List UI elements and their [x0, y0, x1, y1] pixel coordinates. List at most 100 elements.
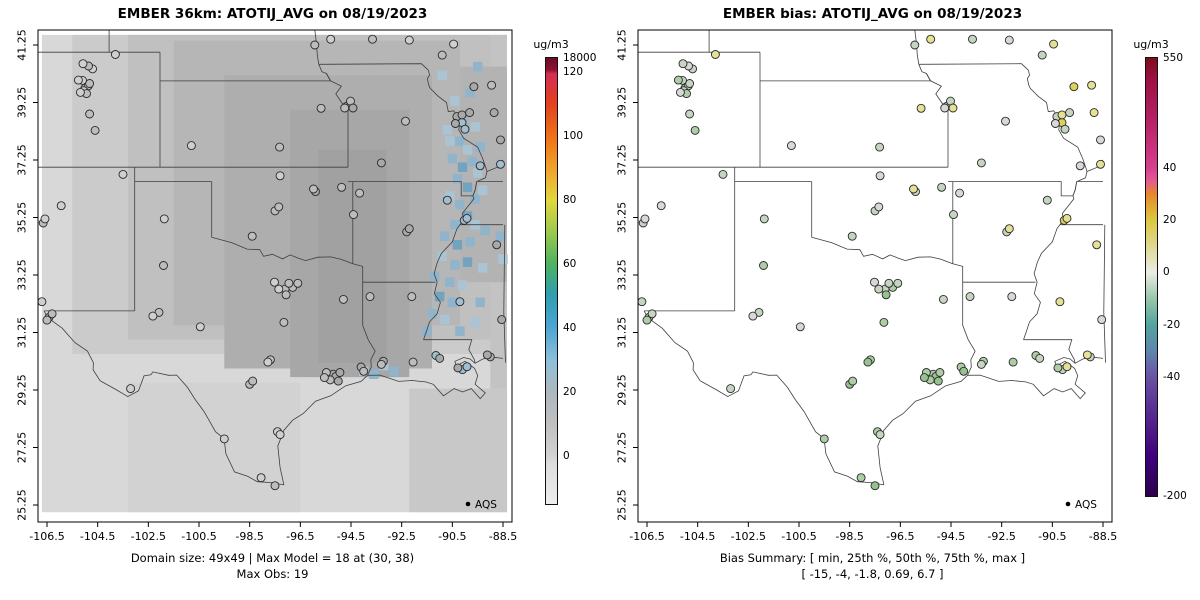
colorbar-tick-label: -200 [1163, 490, 1187, 502]
station-point [465, 108, 475, 118]
station-point [337, 182, 347, 192]
colorbar-unit-label: ug/m3 [1133, 38, 1169, 51]
state-boundary-line [1103, 224, 1106, 363]
model-raster-cell [442, 125, 452, 135]
model-raster-cell [452, 240, 463, 250]
colorbar-tick-label: 550 [1163, 52, 1184, 64]
station-point [938, 294, 948, 304]
station-point [1097, 315, 1107, 325]
model-raster-cell [455, 199, 465, 210]
station-point [881, 290, 891, 300]
station-point [1087, 80, 1097, 90]
y-tick-label: 27.25 [616, 432, 629, 464]
y-tick-label: 29.25 [16, 374, 29, 406]
state-boundary-line [948, 181, 1078, 197]
y-tick-label: 25.25 [616, 489, 629, 521]
x-tick-label: -90.5 [438, 530, 466, 543]
station-point [489, 108, 499, 118]
station-point [916, 103, 926, 113]
colorbar-tick-label: 100 [563, 130, 584, 142]
state-boundary-line [423, 339, 476, 364]
station-point [759, 261, 768, 270]
station-point [1075, 161, 1085, 171]
station-point [349, 210, 358, 220]
station-point [348, 103, 358, 113]
y-tick-label: 39.25 [16, 87, 29, 119]
station-point [1065, 108, 1075, 118]
bias-panel: EMBER bias: ATOTIJ_AVG on 08/19/2023 -10… [600, 0, 1200, 600]
station-point [449, 39, 459, 49]
station-point [819, 434, 829, 444]
model-raster-cell [498, 254, 508, 264]
model-raster-cell [440, 314, 450, 325]
model-raster-region [459, 66, 507, 283]
station-point [690, 125, 700, 135]
station-point [78, 59, 88, 69]
station-point [949, 210, 958, 220]
x-tick-label: -94.5 [937, 530, 965, 543]
station-point [126, 384, 136, 394]
model-raster-cell [457, 280, 468, 290]
station-point [1001, 116, 1010, 126]
model-panel: EMBER 36km: ATOTIJ_AVG on 08/19/2023 -10… [16, 6, 597, 581]
y-tick-label: 29.25 [616, 374, 629, 406]
station-point [310, 40, 320, 50]
station-point [437, 50, 447, 60]
y-tick-label: 31.25 [16, 317, 29, 349]
state-boundary-line [760, 73, 932, 82]
station-point [408, 357, 418, 367]
station-point [1055, 297, 1065, 307]
model-raster-cell [445, 136, 455, 147]
station-point [1060, 124, 1070, 134]
station-point [359, 366, 369, 376]
station-point [875, 142, 885, 152]
model-raster-cell [465, 237, 475, 247]
x-tick-label: -100.5 [781, 530, 816, 543]
station-point [673, 75, 683, 85]
model-raster-cell [475, 297, 485, 308]
y-tick-label: 27.25 [16, 432, 29, 464]
station-point [497, 315, 507, 325]
station-point [1096, 159, 1105, 169]
x-tick-label: -106.5 [629, 530, 664, 543]
station-point [884, 278, 894, 288]
station-point [462, 362, 472, 372]
model-raster-region [318, 149, 387, 363]
station-point [159, 261, 168, 270]
station-point [910, 40, 920, 50]
station-point [319, 373, 329, 383]
y-tick-label: 37.25 [616, 144, 629, 176]
station-point [482, 350, 492, 360]
station-point [965, 292, 975, 302]
station-point [870, 481, 880, 491]
station-point [469, 82, 479, 92]
station-point [1049, 39, 1059, 49]
station-point [496, 159, 505, 169]
station-point [148, 311, 158, 321]
model-raster-cell [445, 191, 455, 201]
colorbar-tick-label: 20 [1163, 214, 1177, 226]
model-raster-cell [389, 366, 399, 377]
station-point [1089, 108, 1099, 118]
station-point [492, 240, 502, 250]
station-point [376, 359, 386, 369]
model-raster-cell [440, 231, 450, 241]
model-colorbar [545, 57, 558, 505]
colorbar-tick-label: 40 [1163, 162, 1177, 174]
station-point [1062, 362, 1072, 372]
model-raster-cell [422, 326, 432, 336]
state-boundary-line [314, 30, 320, 65]
model-raster-cell [475, 142, 485, 152]
station-point [856, 473, 866, 483]
station-point [759, 214, 769, 224]
model-raster-cell [437, 251, 447, 262]
station-point [293, 278, 303, 288]
colorbar-tick-label: 60 [563, 258, 577, 270]
model-raster-region [409, 388, 508, 513]
state-boundary-line [918, 64, 949, 168]
state-boundary-line [43, 310, 284, 486]
model-raster-cell [470, 317, 480, 328]
station-point [401, 116, 410, 126]
station-point [335, 368, 345, 377]
aqs-legend-dot [1065, 501, 1071, 507]
